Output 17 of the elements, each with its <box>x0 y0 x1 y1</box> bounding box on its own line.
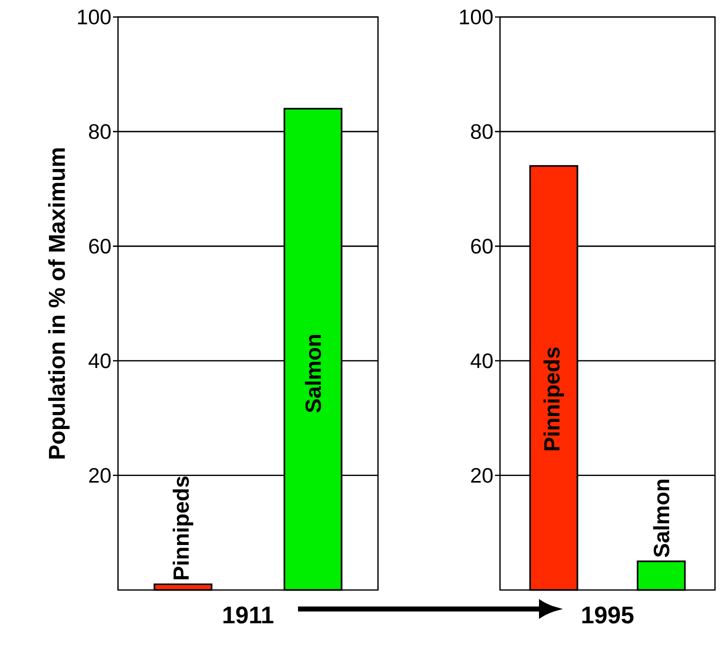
y-tick-label: 80 <box>471 124 493 140</box>
x-tick-label: Pinnipeds <box>172 476 194 580</box>
y-tick-label: 80 <box>89 124 111 140</box>
y-tick-label: 20 <box>471 468 493 483</box>
x-tick-label: Pinnipeds <box>543 347 564 450</box>
y-tick-label: 40 <box>470 353 493 368</box>
y-tick-label: 60 <box>471 238 493 254</box>
y-tick-label: 100 <box>78 10 111 24</box>
x-tick-label: Salmon <box>653 480 670 558</box>
y-axis-title: Population in % of Maximum <box>48 148 70 458</box>
y-tick-label: 40 <box>88 353 111 368</box>
x-tick-label: Salmon <box>304 335 322 412</box>
x-axis-title: 1995 <box>582 606 634 624</box>
y-tick-label: 60 <box>89 238 111 254</box>
y-tick-label: 20 <box>89 468 111 483</box>
x-axis-title: 1911 <box>223 606 274 624</box>
y-tick-label: 100 <box>460 10 493 24</box>
